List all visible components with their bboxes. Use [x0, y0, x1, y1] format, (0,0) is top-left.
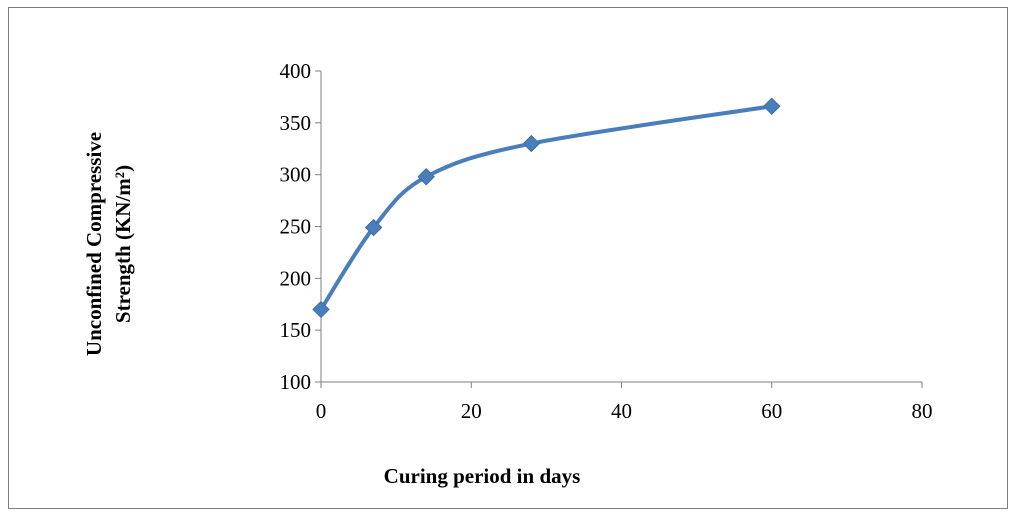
data-point-marker: [522, 134, 541, 153]
y-tick-label: 400: [280, 59, 312, 83]
x-tick-label: 80: [912, 399, 933, 423]
data-point-marker: [763, 97, 781, 115]
data-point-marker: [417, 168, 435, 186]
y-tick-label: 250: [280, 215, 312, 239]
y-tick-label: 100: [280, 370, 312, 394]
data-point-marker: [312, 300, 330, 319]
x-axis-title: Curing period in days: [384, 464, 581, 488]
y-tick-label: 150: [280, 318, 312, 342]
y-tick-label: 350: [280, 111, 312, 135]
x-tick-label: 60: [761, 399, 782, 423]
x-ticks: 0 20 40 60 80: [316, 382, 933, 423]
y-axis-title-line2: Strength (KN/m²): [111, 165, 135, 323]
y-tick-label: 300: [280, 163, 312, 187]
y-tick-label: 200: [280, 266, 312, 290]
chart-frame: [8, 7, 1008, 509]
y-axis-title-line1: Unconfined Compressive: [82, 132, 106, 356]
data-point-marker: [364, 218, 383, 237]
series-line: [319, 104, 774, 312]
x-tick-label: 20: [461, 399, 482, 423]
axes-group: [320, 71, 922, 383]
y-ticks: 100 150 200 250 300 350 400: [280, 59, 321, 394]
x-tick-label: 0: [316, 399, 327, 423]
markers: [312, 97, 781, 319]
x-tick-label: 40: [611, 399, 632, 423]
